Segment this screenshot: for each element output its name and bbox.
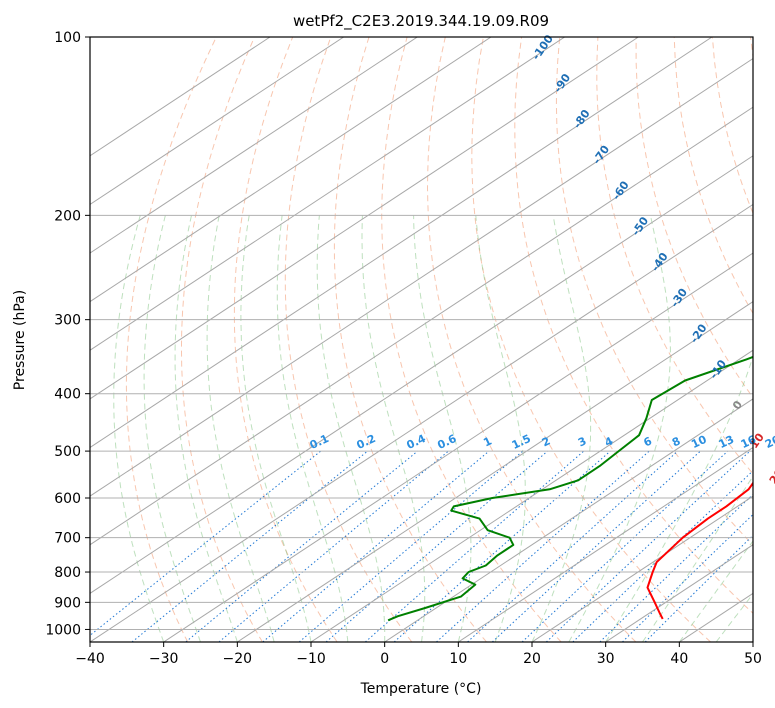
mixing-ratio-line: [622, 513, 753, 642]
y-tick-label: 600: [54, 491, 81, 507]
moist-adiabat: [413, 215, 472, 642]
isotherm-line: [237, 301, 753, 642]
isotherm-line: [384, 398, 753, 642]
x-tick-label: −30: [149, 651, 179, 667]
mixing-ratio-line: [298, 450, 524, 642]
moist-adiabat: [174, 215, 238, 642]
background-lines: [90, 37, 753, 642]
y-tick-label: 800: [54, 565, 81, 581]
mixing-ratio-label: 10: [689, 433, 709, 451]
isotherm-line: [458, 446, 753, 642]
mixing-ratio-line: [185, 450, 418, 642]
moist-adiabat: [361, 215, 426, 642]
dry-adiabat: [635, 37, 753, 399]
y-tick-label: 400: [54, 387, 81, 403]
x-tick-label: −10: [296, 651, 326, 667]
chart-title: wetPf2_C2E3.2019.344.19.09.R09: [293, 12, 549, 31]
x-tick-label: 0: [380, 651, 389, 667]
mixing-ratio-line: [644, 534, 753, 642]
x-axis-ticks: −40 −30 −20 −10 0 10 20 30 40 50: [75, 642, 762, 667]
x-tick-label: 10: [449, 651, 467, 667]
y-axis-ticks: 100 200 300 400 500 600 700 800 900 1000: [45, 30, 90, 638]
x-tick-label: 30: [597, 651, 615, 667]
isotherm-line: [531, 495, 753, 642]
dry-adiabat: [514, 37, 753, 614]
mixing-ratio-line: [599, 493, 753, 642]
y-axis-label: Pressure (hPa): [12, 290, 28, 390]
mixing-ratio-line: [521, 450, 729, 642]
moist-adiabat: [531, 215, 592, 642]
mixing-ratio-label: 20: [763, 433, 775, 451]
dry-adiabat: [555, 37, 753, 546]
mixing-ratio-line: [262, 450, 490, 642]
isotherm-label: 20: [767, 466, 775, 486]
isotherm-line: [90, 37, 418, 254]
isotherm-line: [90, 37, 639, 400]
isotherm-line: [90, 155, 753, 594]
dry-adiabat: [381, 37, 562, 642]
pressure-gridlines: [90, 37, 753, 630]
isotherm-line: [163, 252, 753, 642]
isotherm-line: [90, 37, 565, 351]
isotherm-line: [90, 37, 492, 303]
dry-adiabat: [233, 37, 338, 642]
isotherm-line: [90, 37, 713, 449]
mixing-ratio-line: [218, 450, 449, 642]
mixing-ratio-line: [436, 450, 650, 642]
x-axis-label: Temperature (°C): [360, 681, 482, 697]
y-tick-label: 100: [54, 30, 81, 46]
isotherm-line: [90, 37, 344, 206]
mixing-ratio-line: [131, 450, 368, 642]
y-tick-label: 1000: [45, 622, 81, 638]
mixing-ratio-line: [572, 470, 753, 642]
x-tick-label: 50: [744, 651, 762, 667]
isotherm-line: [90, 203, 753, 642]
isotherm-line: [90, 37, 271, 157]
x-tick-label: −20: [223, 651, 253, 667]
dry-adiabat: [333, 37, 487, 642]
moist-adiabat: [605, 354, 753, 642]
dry-adiabat: [471, 37, 711, 642]
y-tick-label: 500: [54, 444, 81, 460]
profile-lines: [387, 355, 753, 622]
plot-frame: [89, 36, 754, 643]
y-tick-label: 700: [54, 531, 81, 547]
x-tick-label: 20: [523, 651, 541, 667]
x-tick-label: −40: [75, 651, 105, 667]
y-tick-label: 900: [54, 595, 81, 611]
y-tick-label: 300: [54, 313, 81, 329]
moist-adiabat: [475, 215, 526, 642]
series-line-red: [646, 481, 753, 620]
isotherm-line: [90, 57, 753, 497]
isotherm-line: [310, 349, 753, 642]
mixing-ratio-label: 13: [717, 433, 736, 451]
series-line-green: [387, 355, 753, 622]
dry-adiabat: [181, 37, 263, 642]
dry-adiabat: [596, 37, 753, 475]
mixing-ratio-line: [90, 450, 322, 637]
moist-adiabat: [113, 215, 165, 642]
isotherm-line: [90, 106, 753, 546]
x-tick-label: 40: [670, 651, 688, 667]
moist-adiabat: [316, 215, 386, 642]
dry-adiabat: [125, 37, 217, 642]
moist-adiabat: [642, 475, 753, 642]
y-tick-label: 200: [54, 208, 81, 224]
